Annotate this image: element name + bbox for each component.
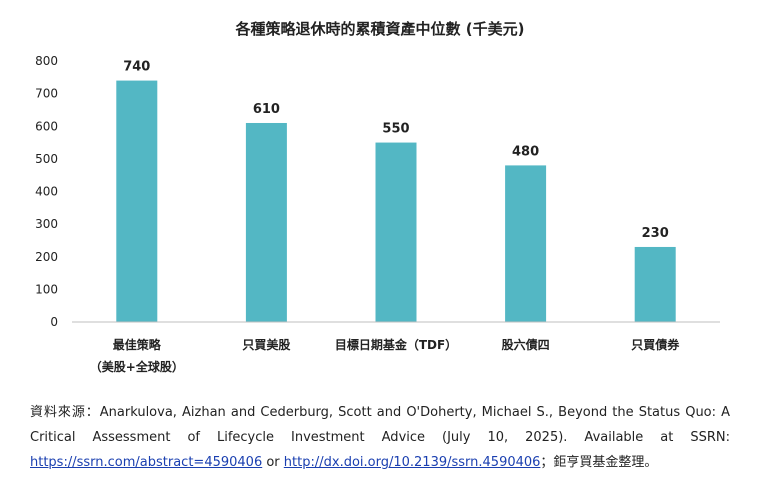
bar-value-label: 610 xyxy=(253,102,280,117)
bar xyxy=(505,165,547,322)
y-tick-label: 0 xyxy=(50,315,58,329)
bar-value-label: 740 xyxy=(123,60,150,75)
x-axis: 最佳策略 （美股+全球股） 只買美股 目標日期基金（TDF） 股六債四 只買債券 xyxy=(72,321,720,374)
bar-value-label: 480 xyxy=(512,144,539,159)
ssrn-link[interactable]: https://ssrn.com/abstract=4590406 xyxy=(30,455,263,470)
x-category-label: 只買美股 xyxy=(242,337,291,352)
y-tick-label: 800 xyxy=(35,54,58,68)
x-category-label: 目標日期基金（TDF） xyxy=(335,337,457,352)
bar-value-label: 230 xyxy=(642,226,669,241)
y-tick-label: 400 xyxy=(35,185,58,199)
y-tick-label: 300 xyxy=(35,217,58,231)
doi-link[interactable]: http://dx.doi.org/10.2139/ssrn.4590406 xyxy=(283,455,541,470)
source-note: 資料來源：Anarkulova, Aizhan and Cederburg, S… xyxy=(30,400,730,475)
bar-value-label: 550 xyxy=(382,122,409,137)
bar-chart: 各種策略退休時的累積資產中位數 (千美元) 0 100 200 300 400 500 60… xyxy=(35,20,720,374)
bar xyxy=(634,246,676,322)
source-suffix: ；鉅亨買基金整理。 xyxy=(540,455,658,470)
y-tick-label: 200 xyxy=(35,250,58,264)
bar xyxy=(245,122,287,322)
x-category-label: （美股+全球股） xyxy=(90,359,184,374)
x-category-label: 只買債券 xyxy=(631,337,680,352)
y-tick-label: 600 xyxy=(35,119,58,133)
bar xyxy=(116,80,158,322)
y-axis: 0 100 200 300 400 500 600 700 800 xyxy=(35,54,58,329)
x-category-label: 股六債四 xyxy=(502,337,550,352)
bars: 740 610 550 480 230 xyxy=(116,60,676,322)
bar xyxy=(375,142,417,322)
source-text: 資料來源：Anarkulova, Aizhan and Cederburg, S… xyxy=(30,405,730,445)
y-tick-label: 500 xyxy=(35,152,58,166)
y-tick-label: 700 xyxy=(35,87,58,101)
x-category-label: 最佳策略 xyxy=(113,337,162,352)
source-connector: or xyxy=(262,455,284,470)
y-tick-label: 100 xyxy=(35,282,58,296)
chart-title: 各種策略退休時的累積資產中位數 (千美元) xyxy=(235,20,525,38)
